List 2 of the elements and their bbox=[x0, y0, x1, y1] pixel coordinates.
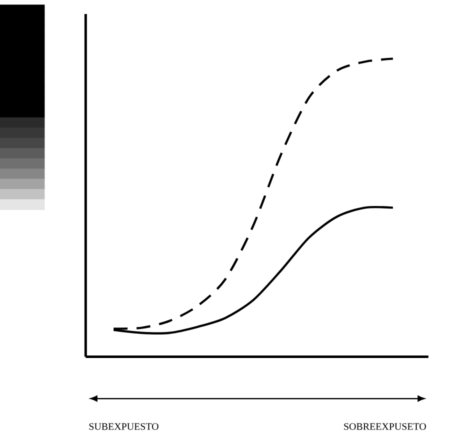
text: SUBEXPUESTO bbox=[89, 423, 158, 430]
text: SOBREEXPUSETO bbox=[344, 423, 426, 430]
